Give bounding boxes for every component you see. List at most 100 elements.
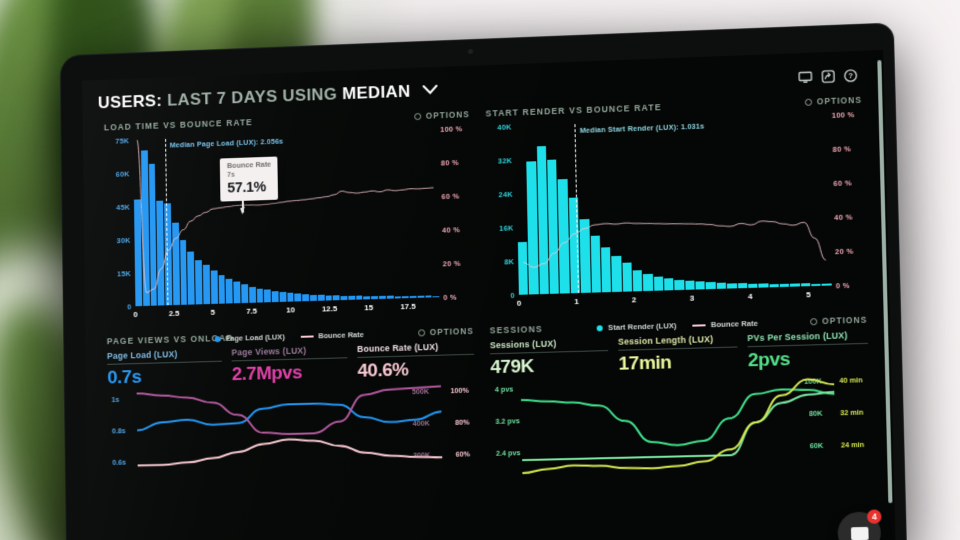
y2-tick: 100 % bbox=[440, 124, 463, 134]
x-tick: 15 bbox=[364, 303, 374, 313]
legend-label: Bounce Rate bbox=[318, 330, 364, 341]
kpi-page-views[interactable]: Page Views (LUX) 2.7Mpvs bbox=[231, 344, 348, 386]
chart-start-render-vs-bounce-rate[interactable]: Median Start Render (LUX): 1.031s 0 8K 16K… bbox=[486, 110, 867, 332]
kpi-session-length[interactable]: Session Length (LUX) 17min bbox=[618, 333, 738, 376]
x-tick: 17.5 bbox=[400, 301, 416, 312]
chart-page-views-vs-onload[interactable]: 0.6s 0.8s 1s 300K 400K 500K 60% 80% 100% bbox=[108, 380, 477, 488]
mini-line-series bbox=[521, 370, 837, 478]
bounce-rate-line bbox=[133, 129, 439, 306]
y2-tick: 0 % bbox=[835, 280, 850, 291]
kpi-value: 17min bbox=[618, 352, 672, 376]
plot-area: Median Start Render (LUX): 1.031s bbox=[516, 115, 832, 295]
title-using: USING bbox=[282, 84, 338, 106]
panel-start-render: START RENDER VS BOUNCE RATE OPTIONS Medi… bbox=[477, 90, 875, 332]
gear-icon bbox=[414, 112, 422, 120]
y2-tick: 60 % bbox=[833, 178, 852, 188]
legend-swatch-icon bbox=[214, 335, 221, 342]
panel-load-time: LOAD TIME VS BOUNCE RATE OPTIONS Median … bbox=[96, 105, 481, 343]
mini-y3-tick: 32 min bbox=[840, 407, 864, 418]
y-tick: 8K bbox=[504, 257, 515, 267]
tooltip-value: 57.1% bbox=[227, 179, 267, 197]
x-tick: 1 bbox=[574, 297, 579, 307]
title-range: LAST 7 DAYS bbox=[167, 86, 278, 110]
y2-tick: 20 % bbox=[834, 246, 854, 257]
y-tick: 15K bbox=[117, 269, 132, 279]
tooltip-sub: 7s bbox=[227, 171, 235, 179]
tooltip-bounce-rate: Bounce Rate 7s 57.1% bbox=[220, 156, 279, 213]
gear-icon bbox=[804, 98, 812, 106]
dashboard-header: USERS: LAST 7 DAYS USING MEDIAN ? bbox=[82, 50, 884, 120]
dashboard-screen: USERS: LAST 7 DAYS USING MEDIAN ? LOAD T… bbox=[82, 49, 896, 540]
y-tick: 0 bbox=[127, 302, 132, 312]
y2-tick: 20 % bbox=[442, 258, 461, 269]
y-tick: 40K bbox=[497, 122, 512, 132]
monitor-icon[interactable] bbox=[798, 70, 813, 84]
kpi-page-load[interactable]: Page Load (LUX) 0.7s bbox=[107, 348, 222, 389]
y2-tick: 40 % bbox=[442, 225, 461, 235]
legend-item: Bounce Rate bbox=[300, 330, 364, 341]
mini-y3-tick: 40 min bbox=[839, 375, 863, 386]
mini-y-tick: 1s bbox=[111, 395, 120, 405]
x-tick: 7.5 bbox=[246, 306, 258, 316]
y-tick: 75K bbox=[115, 136, 130, 146]
mini-y3-tick: 60% bbox=[455, 449, 471, 460]
y-tick: 60K bbox=[115, 169, 130, 179]
mini-y3-tick: 24 min bbox=[840, 440, 865, 450]
kpi-value: 40.6% bbox=[357, 359, 409, 383]
x-tick: 10 bbox=[286, 305, 295, 315]
y2-tick: 100 % bbox=[831, 110, 855, 120]
title-metric: MEDIAN bbox=[342, 81, 411, 104]
x-tick: 2.5 bbox=[168, 308, 180, 318]
tooltip-title: Bounce Rate bbox=[226, 159, 272, 171]
y-tick: 45K bbox=[116, 202, 131, 212]
legend-item: Bounce Rate bbox=[692, 318, 759, 330]
chevron-down-icon[interactable] bbox=[422, 80, 437, 100]
chat-widget-button[interactable]: 4 bbox=[837, 509, 882, 540]
x-tick: 0 bbox=[516, 298, 522, 308]
y2-tick: 80 % bbox=[440, 157, 459, 168]
options-label: OPTIONS bbox=[816, 95, 863, 106]
help-icon[interactable]: ? bbox=[844, 68, 858, 81]
kpi-value: 2.7Mpvs bbox=[231, 362, 303, 386]
y-tick: 24K bbox=[498, 189, 514, 200]
svg-text:?: ? bbox=[848, 71, 853, 80]
x-tick: 5 bbox=[210, 307, 216, 317]
legend-line-icon bbox=[300, 334, 314, 338]
x-tick: 12.5 bbox=[321, 304, 338, 314]
bounce-rate-line bbox=[516, 115, 832, 295]
chart-load-time-vs-bounce-rate[interactable]: Median Page Load (LUX): 2.056s Bounce Ra… bbox=[104, 124, 473, 343]
y2-tick: 60 % bbox=[441, 191, 460, 202]
kpi-pvs-per-session[interactable]: PVs Per Session (LUX) 2pvs bbox=[747, 330, 868, 372]
panel-page-views: PAGE VIEWS VS ONLOAD OPTIONS Page Load (… bbox=[99, 322, 485, 488]
legend-line-icon bbox=[692, 323, 706, 327]
mini-y-tick: 0.6s bbox=[112, 458, 127, 468]
chart-sessions[interactable]: 2.4 pvs 3.2 pvs 4 pvs 60K 80K 100K 24 min 32 m… bbox=[491, 369, 871, 479]
panel-title: LOAD TIME VS BOUNCE RATE bbox=[103, 117, 253, 133]
kpi-value: 479K bbox=[490, 356, 534, 379]
y2-tick: 80 % bbox=[832, 144, 852, 154]
mini-y3-tick: 100% bbox=[450, 386, 469, 396]
x-tick: 0 bbox=[133, 310, 138, 320]
mini-y-tick: 0.8s bbox=[111, 426, 126, 436]
kpi-value: 2pvs bbox=[747, 349, 791, 372]
kpi-sessions[interactable]: Sessions (LUX) 479K bbox=[490, 337, 609, 379]
x-tick: 3 bbox=[689, 293, 695, 303]
y2-tick: 40 % bbox=[834, 212, 853, 223]
mini-line-series bbox=[137, 381, 443, 487]
legend-label: Bounce Rate bbox=[710, 318, 759, 330]
options-button[interactable]: OPTIONS bbox=[804, 95, 863, 106]
options-label: OPTIONS bbox=[425, 109, 470, 121]
kpi-bounce-rate[interactable]: Bounce Rate (LUX) 40.6% bbox=[357, 341, 475, 383]
panel-grid: LOAD TIME VS BOUNCE RATE OPTIONS Median … bbox=[83, 90, 894, 540]
legend-label: Start Render (LUX) bbox=[607, 321, 677, 333]
laptop: USERS: LAST 7 DAYS USING MEDIAN ? LOAD T… bbox=[60, 23, 906, 540]
header-icon-group: ? bbox=[798, 68, 857, 83]
options-button[interactable]: OPTIONS bbox=[414, 110, 470, 121]
x-tick: 2 bbox=[631, 295, 637, 305]
mini-y-tick: 2.4 pvs bbox=[495, 448, 521, 459]
y-tick: 16K bbox=[499, 223, 514, 233]
chat-bubble-icon bbox=[850, 526, 869, 540]
x-tick: 4 bbox=[747, 291, 753, 302]
y-tick: 0 bbox=[510, 290, 516, 301]
share-icon[interactable] bbox=[821, 69, 835, 82]
